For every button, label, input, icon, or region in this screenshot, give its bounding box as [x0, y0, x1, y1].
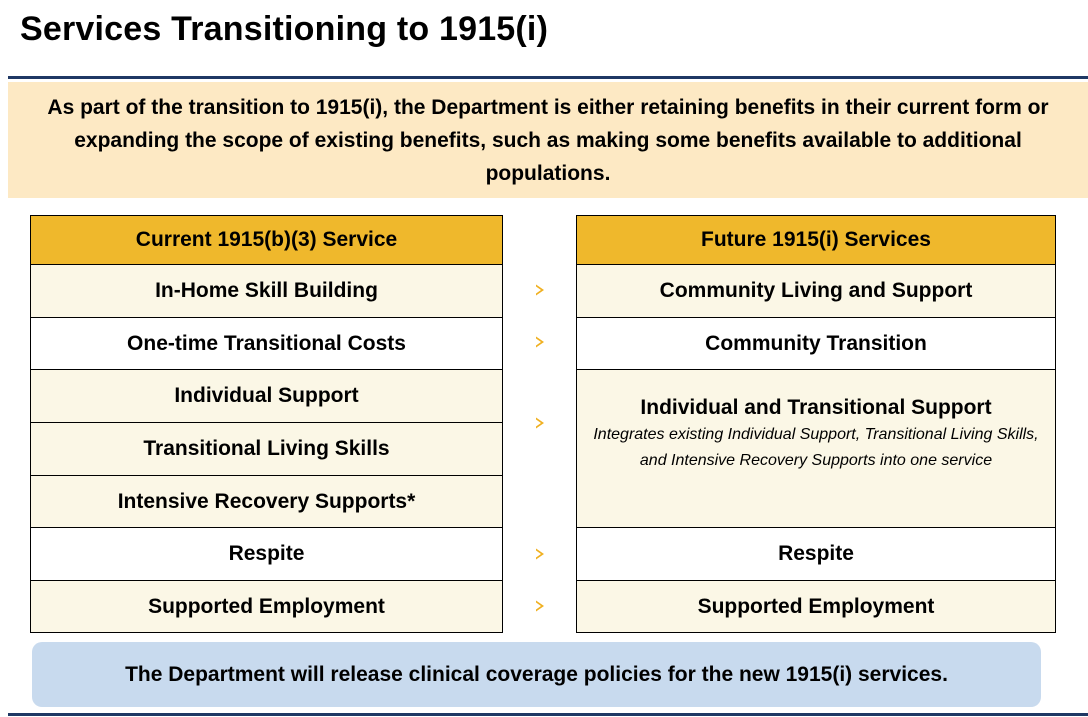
intro-banner: As part of the transition to 1915(i), th… — [8, 82, 1088, 198]
future-service-label: Individual and Transitional Support — [640, 396, 992, 419]
future-services-header: Future 1915(i) Services — [577, 216, 1055, 265]
future-service-row: Individual and Transitional Support Inte… — [577, 370, 1055, 528]
current-service-row: Supported Employment — [31, 581, 502, 632]
current-service-row: In-Home Skill Building — [31, 265, 502, 318]
future-service-row: Supported Employment — [577, 581, 1055, 632]
current-service-label: One-time Transitional Costs — [127, 331, 406, 355]
future-service-label: Community Living and Support — [659, 279, 973, 302]
current-service-row: Respite — [31, 528, 502, 581]
current-service-label: Individual Support — [174, 384, 359, 407]
current-service-label: Transitional Living Skills — [143, 437, 390, 460]
future-service-row: Community Transition — [577, 318, 1055, 370]
current-services-header-label: Current 1915(b)(3) Service — [135, 228, 398, 251]
current-service-label: In-Home Skill Building — [155, 279, 378, 302]
footer-callout: The Department will release clinical cov… — [32, 642, 1041, 707]
future-services-header-label: Future 1915(i) Services — [701, 228, 931, 251]
chevron-right-icon — [533, 416, 547, 430]
current-services-header: Current 1915(b)(3) Service — [31, 216, 502, 265]
current-service-row: Intensive Recovery Supports* — [31, 476, 502, 528]
current-service-label: Intensive Recovery Supports* — [117, 489, 416, 513]
chevron-right-icon — [533, 335, 547, 349]
current-service-label: Supported Employment — [148, 594, 385, 618]
title-divider — [8, 76, 1088, 79]
chevron-right-icon — [533, 599, 547, 613]
footer-text: The Department will release clinical cov… — [125, 662, 948, 686]
future-service-label: Community Transition — [705, 331, 927, 355]
current-services-table: Current 1915(b)(3) Service In-Home Skill… — [30, 215, 503, 633]
intro-text: As part of the transition to 1915(i), th… — [47, 95, 1049, 185]
chevron-right-icon — [533, 547, 547, 561]
future-service-row: Respite — [577, 528, 1055, 581]
future-service-note: Integrates existing Individual Support, … — [593, 426, 1039, 469]
future-service-label: Supported Employment — [697, 594, 935, 618]
current-service-row: Individual Support — [31, 370, 502, 423]
future-service-row: Community Living and Support — [577, 265, 1055, 318]
future-service-label: Respite — [778, 542, 854, 565]
bottom-divider — [8, 713, 1088, 716]
future-services-table: Future 1915(i) Services Community Living… — [576, 215, 1056, 633]
chevron-right-icon — [533, 283, 547, 297]
current-service-row: One-time Transitional Costs — [31, 318, 502, 370]
page-title: Services Transitioning to 1915(i) — [20, 10, 549, 48]
current-service-label: Respite — [228, 542, 305, 565]
current-service-row: Transitional Living Skills — [31, 423, 502, 476]
